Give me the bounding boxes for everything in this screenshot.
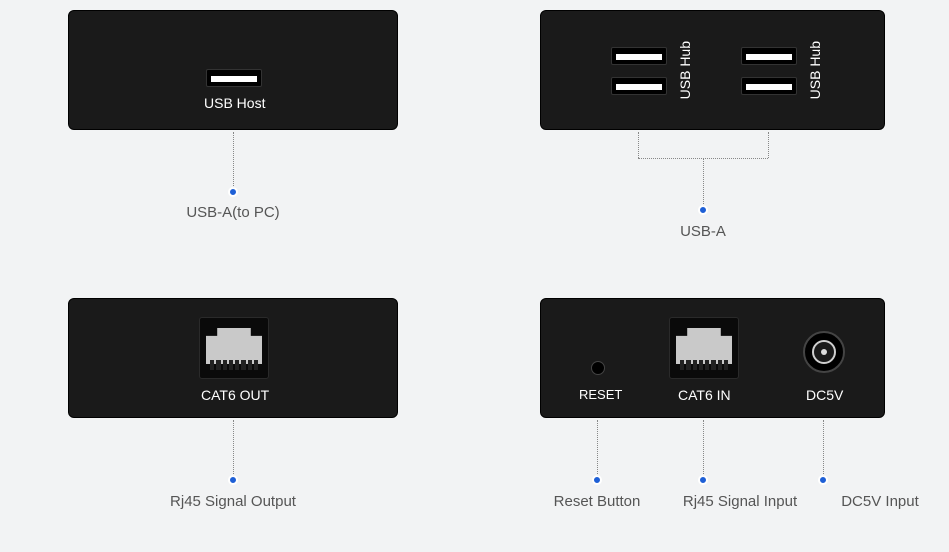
panel-cat6-in: RESET CAT6 IN DC5V (540, 298, 885, 418)
usb-hub-label-left: USB Hub (677, 41, 693, 99)
usb-hub-port-1 (611, 47, 667, 65)
dc-label: DC5V (806, 387, 843, 403)
leader-usb-hub-left (638, 132, 639, 158)
leader-reset (597, 420, 598, 478)
leader-dc (823, 420, 824, 478)
dot-dc (818, 475, 828, 485)
dot-catin (698, 475, 708, 485)
usb-hub-label-right: USB Hub (807, 41, 823, 99)
usb-hub-port-2 (611, 77, 667, 95)
dot-usb-hub (698, 205, 708, 215)
usb-host-port (206, 69, 262, 87)
reset-label: RESET (579, 387, 622, 402)
panel-usb-hub: USB Hub USB Hub (540, 10, 885, 130)
panel-cat6-out: CAT6 OUT (68, 298, 398, 418)
rj45-in-port (669, 317, 739, 379)
dc-jack (803, 331, 845, 373)
leader-usb-host (233, 132, 234, 190)
caption-usb-host: USB-A(to PC) (186, 204, 279, 221)
reset-button (591, 361, 605, 375)
leader-catin (703, 420, 704, 478)
cat6-out-label: CAT6 OUT (201, 387, 269, 403)
usb-hub-port-3 (741, 47, 797, 65)
caption-cat6-out: Rj45 Signal Output (170, 493, 296, 510)
rj45-out-port (199, 317, 269, 379)
leader-usb-hub-right (768, 132, 769, 158)
caption-dc: DC5V Input (841, 493, 919, 510)
usb-host-label: USB Host (204, 95, 265, 111)
dot-cat6-out (228, 475, 238, 485)
caption-reset: Reset Button (554, 493, 641, 510)
usb-hub-port-4 (741, 77, 797, 95)
caption-usb-hub: USB-A (680, 223, 726, 240)
caption-catin: Rj45 Signal Input (683, 493, 797, 510)
leader-cat6-out (233, 420, 234, 478)
panel-usb-host: USB Host (68, 10, 398, 130)
leader-usb-hub-down (703, 158, 704, 208)
cat6-in-label: CAT6 IN (678, 387, 731, 403)
dot-usb-host (228, 187, 238, 197)
dot-reset (592, 475, 602, 485)
